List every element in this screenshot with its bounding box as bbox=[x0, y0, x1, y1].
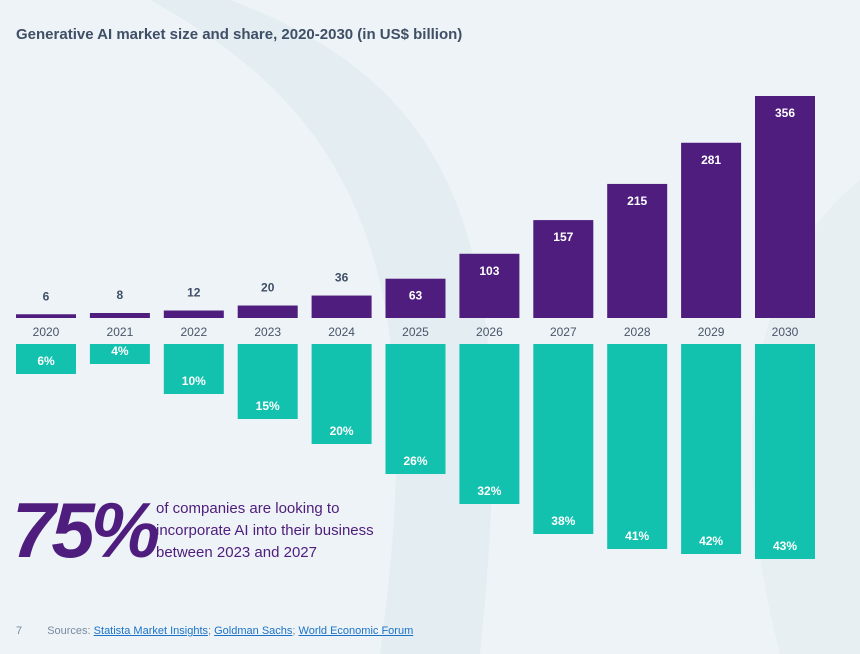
market-size-label: 6 bbox=[43, 289, 50, 303]
market-share-label: 32% bbox=[477, 484, 501, 498]
market-size-label: 63 bbox=[409, 289, 423, 303]
market-size-label: 281 bbox=[701, 153, 721, 167]
year-label: 2022 bbox=[180, 325, 207, 339]
year-label: 2029 bbox=[698, 325, 725, 339]
market-size-label: 36 bbox=[335, 271, 349, 285]
market-share-bar bbox=[385, 344, 446, 474]
market-size-label: 356 bbox=[775, 106, 795, 120]
source-link-statista[interactable]: Statista Market Insights bbox=[93, 625, 208, 637]
market-share-bar bbox=[16, 344, 76, 374]
market-size-bar bbox=[16, 314, 76, 318]
market-size-label: 12 bbox=[187, 286, 201, 300]
market-share-bar bbox=[163, 344, 224, 394]
market-size-bar bbox=[755, 96, 815, 318]
market-size-label: 8 bbox=[117, 288, 124, 302]
year-label: 2025 bbox=[402, 325, 429, 339]
market-share-label: 43% bbox=[773, 539, 797, 553]
market-size-label: 215 bbox=[627, 194, 647, 208]
page-number: 7 bbox=[16, 625, 23, 637]
market-size-bar bbox=[311, 295, 372, 318]
market-share-bar bbox=[681, 344, 742, 554]
year-label: 2027 bbox=[550, 325, 577, 339]
chart-title: Generative AI market size and share, 202… bbox=[16, 26, 463, 43]
year-label: 2021 bbox=[107, 325, 134, 339]
stat-percentage: 75% bbox=[12, 486, 160, 574]
stat-description: of companies are looking to incorporate … bbox=[156, 500, 374, 561]
market-size-bar bbox=[237, 305, 298, 318]
market-size-label: 20 bbox=[261, 281, 275, 295]
market-share-bar bbox=[311, 344, 372, 444]
market-share-label: 6% bbox=[37, 354, 55, 368]
market-share-bar bbox=[89, 344, 150, 364]
market-size-bar bbox=[681, 142, 742, 318]
year-label: 2026 bbox=[476, 325, 503, 339]
market-size-bar bbox=[459, 253, 520, 318]
market-size-bar bbox=[533, 220, 594, 318]
footer: 7 Sources: Statista Market Insights; Gol… bbox=[16, 625, 414, 637]
market-size-bar bbox=[607, 183, 668, 318]
market-size-label: 157 bbox=[553, 230, 573, 244]
sources-label: Sources: bbox=[47, 625, 91, 637]
market-share-bar bbox=[607, 344, 668, 549]
market-size-bar bbox=[89, 313, 150, 318]
year-label: 2030 bbox=[772, 325, 799, 339]
market-size-bar bbox=[163, 310, 224, 318]
year-label: 2028 bbox=[624, 325, 651, 339]
market-share-label: 26% bbox=[403, 454, 427, 468]
market-share-bar bbox=[237, 344, 298, 419]
market-size-bar bbox=[385, 278, 446, 318]
year-label: 2020 bbox=[33, 325, 60, 339]
market-share-label: 4% bbox=[111, 344, 129, 358]
market-share-label: 10% bbox=[182, 374, 206, 388]
source-link-goldman-sachs[interactable]: Goldman Sachs bbox=[214, 625, 293, 637]
market-share-label: 38% bbox=[551, 514, 575, 528]
source-link-world-economic-forum[interactable]: World Economic Forum bbox=[298, 625, 414, 637]
year-label: 2024 bbox=[328, 325, 355, 339]
market-share-bar bbox=[755, 344, 815, 559]
year-label: 2023 bbox=[254, 325, 281, 339]
market-share-label: 42% bbox=[699, 534, 723, 548]
market-share-label: 15% bbox=[256, 399, 280, 413]
market-share-bar bbox=[459, 344, 520, 504]
market-share-bar bbox=[533, 344, 594, 534]
market-share-label: 20% bbox=[330, 424, 354, 438]
market-size-label: 103 bbox=[479, 264, 499, 278]
market-share-label: 41% bbox=[625, 529, 649, 543]
